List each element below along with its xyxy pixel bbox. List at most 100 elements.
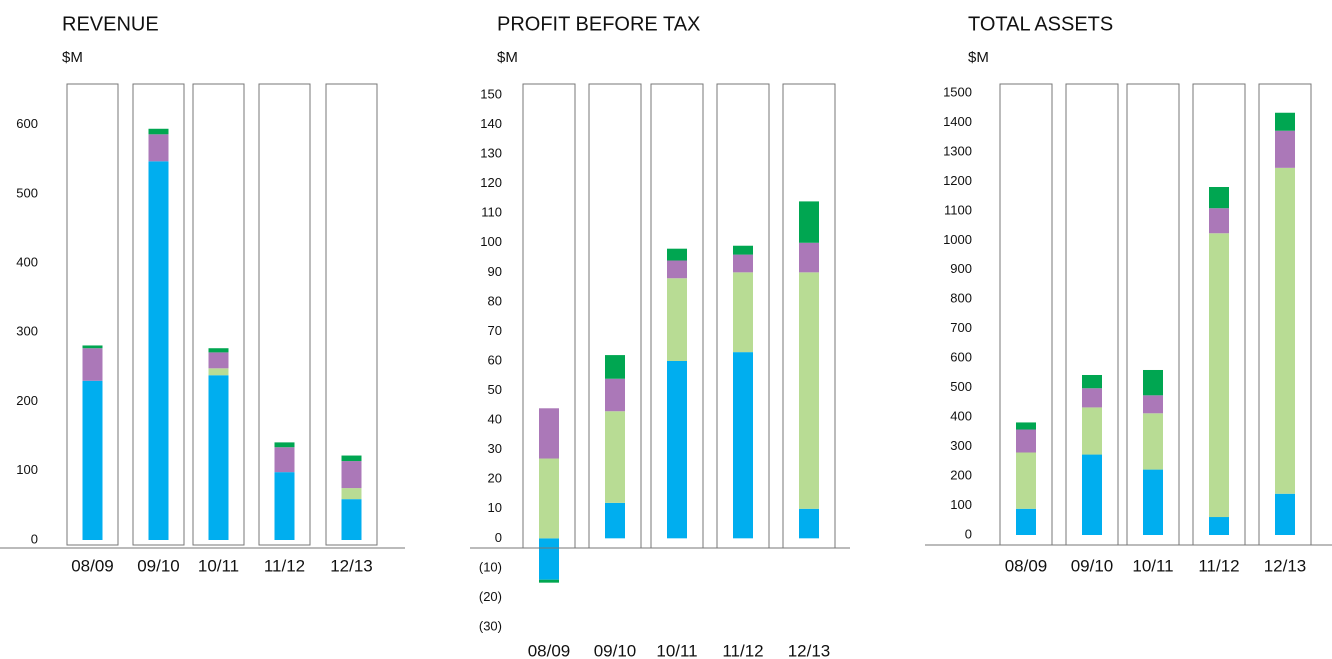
bar-frame (325, 83, 378, 546)
x-tick-label: 12/13 (330, 556, 373, 575)
y-tick-label: 200 (950, 468, 972, 483)
bar-segment (208, 368, 229, 376)
y-tick-label: 90 (488, 264, 502, 279)
x-tick-label: 10/11 (656, 641, 697, 659)
y-tick-label: (10) (479, 559, 502, 574)
bar-segment (667, 260, 687, 279)
bar-segment (605, 355, 625, 379)
y-tick-label: 500 (16, 185, 38, 200)
bar-segment (1209, 186, 1229, 209)
bar-segment (733, 352, 753, 539)
y-tick-label: 1100 (944, 202, 972, 217)
bar-segment (799, 272, 819, 509)
bar-segment (605, 502, 625, 539)
x-tick-label: 09/10 (594, 641, 637, 659)
bar-segment (274, 472, 295, 540)
bar-segment (1082, 388, 1102, 408)
bar-segment (274, 447, 295, 473)
y-tick-label: 800 (950, 291, 972, 306)
bar-segment (1143, 413, 1163, 470)
y-tick-label: 600 (16, 116, 38, 131)
bar-segment (799, 508, 819, 539)
bar-segment (667, 278, 687, 361)
y-tick-label: 0 (965, 526, 972, 541)
y-tick-label: 400 (16, 255, 38, 270)
x-tick-label: 10/11 (198, 556, 239, 575)
y-tick-label: 80 (488, 293, 502, 308)
bar-segment (539, 458, 559, 539)
bar-segment (1016, 422, 1036, 430)
chart-subtitle: $M (497, 49, 518, 66)
bar-segment (341, 499, 362, 540)
y-tick-label: 150 (480, 86, 502, 101)
bar-segment (799, 201, 819, 243)
bar-segment (274, 442, 295, 448)
bar-segment (1082, 407, 1102, 455)
y-tick-label: 700 (950, 320, 972, 335)
y-tick-label: 1400 (943, 114, 972, 129)
y-tick-label: (20) (479, 589, 502, 604)
bar-segment (733, 254, 753, 273)
bar-frame (66, 83, 119, 546)
y-tick-label: 1300 (943, 143, 972, 158)
bar-segment (208, 375, 229, 540)
y-tick-label: 60 (488, 352, 502, 367)
chart-title: PROFIT BEFORE TAX (497, 13, 700, 35)
y-tick-label: 200 (16, 393, 38, 408)
bar-segment (1082, 454, 1102, 535)
bar-segment (1275, 130, 1295, 168)
chart-subtitle: $M (62, 49, 83, 66)
x-tick-label: 08/09 (1005, 556, 1048, 575)
bar-segment (148, 128, 169, 135)
bar-segment (148, 134, 169, 162)
bar-frame (132, 83, 185, 546)
x-tick-label: 08/09 (528, 641, 571, 659)
bar-segment (82, 348, 103, 381)
y-tick-label: 100 (950, 497, 972, 512)
bar-segment (1016, 429, 1036, 453)
bar-segment (667, 248, 687, 261)
x-tick-label: 11/12 (722, 641, 763, 659)
y-tick-label: 0 (495, 530, 502, 545)
y-tick-label: 70 (488, 323, 502, 338)
y-tick-label: 400 (950, 409, 972, 424)
bar-segment (733, 272, 753, 353)
chart-title: REVENUE (62, 13, 159, 35)
bar-frame (258, 83, 311, 546)
y-tick-label: 110 (481, 205, 502, 220)
y-tick-label: 0 (31, 531, 38, 546)
x-tick-label: 08/09 (71, 556, 114, 575)
y-tick-label: 50 (488, 382, 502, 397)
bar-segment (1016, 508, 1036, 535)
y-tick-label: 900 (950, 261, 972, 276)
y-tick-label: 600 (950, 350, 972, 365)
bar-segment (341, 461, 362, 489)
bar-segment (1143, 369, 1163, 396)
bar-segment (1275, 112, 1295, 131)
y-tick-label: 100 (16, 462, 38, 477)
y-tick-label: 300 (16, 324, 38, 339)
y-tick-label: 300 (950, 438, 972, 453)
bar-segment (208, 352, 229, 369)
chart-title: TOTAL ASSETS (968, 13, 1113, 35)
x-tick-label: 10/11 (1132, 556, 1173, 575)
bar-segment (341, 488, 362, 500)
x-tick-label: 09/10 (137, 556, 180, 575)
bar-segment (148, 161, 169, 541)
bar-segment (1209, 517, 1229, 535)
y-tick-label: (30) (479, 618, 502, 633)
bar-segment (82, 345, 103, 349)
bar-segment (1275, 493, 1295, 535)
bar-segment (1143, 395, 1163, 414)
bar-segment (1209, 233, 1229, 518)
y-tick-label: 100 (480, 234, 502, 249)
bar-segment (539, 408, 559, 459)
y-tick-label: 1500 (943, 84, 972, 99)
bar-segment (605, 411, 625, 503)
y-tick-label: 20 (488, 471, 502, 486)
y-tick-label: 120 (480, 175, 502, 190)
bar-segment (605, 378, 625, 412)
bar-segment (1016, 452, 1036, 509)
x-tick-label: 11/12 (264, 556, 305, 575)
